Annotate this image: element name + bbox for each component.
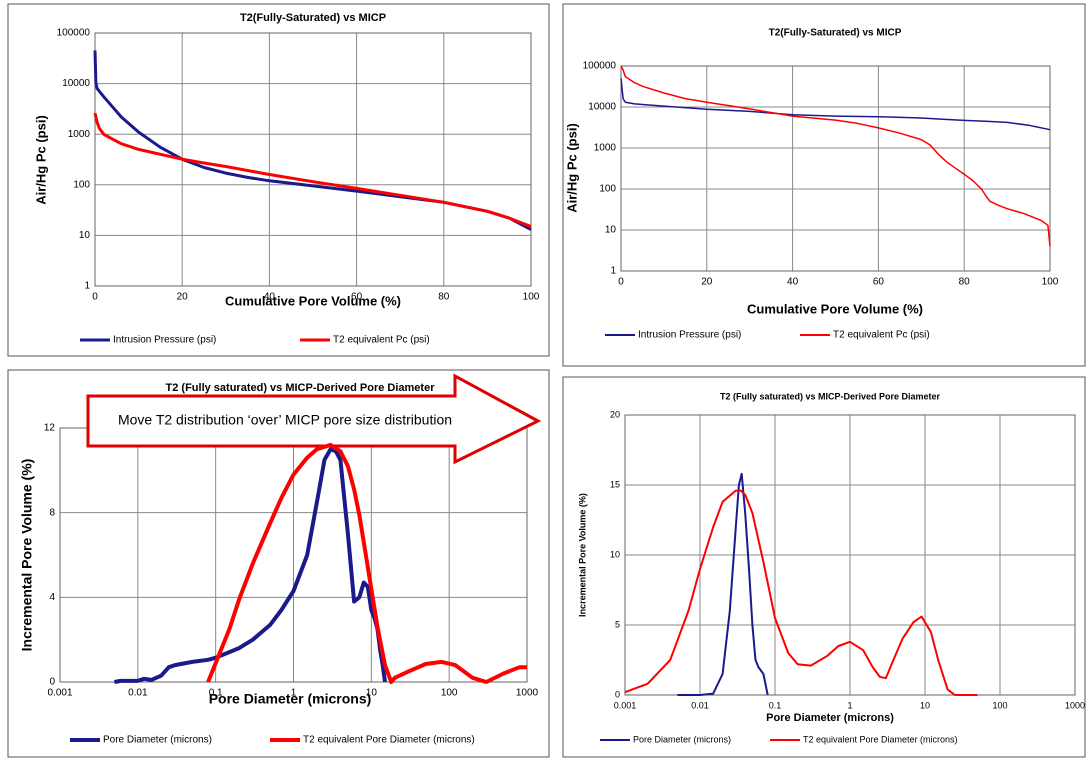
y-tick-label: 0 [615, 689, 620, 699]
x-tick-label: 1 [291, 688, 297, 699]
x-tick-label: 40 [264, 292, 276, 303]
x-axis-label: Pore Diameter (microns) [766, 712, 894, 724]
plot-frame [624, 414, 1076, 696]
x-tick-label: 0.01 [691, 700, 709, 710]
panel [562, 3, 1086, 367]
y-tick-label: 0 [49, 677, 55, 688]
y-tick-label: 1 [610, 266, 616, 277]
y-tick-label: 1 [84, 281, 90, 292]
x-tick-label: 0.1 [769, 700, 782, 710]
y-axis-label: Incremental Pore Volume (%) [577, 493, 587, 617]
y-tick-label: 15 [610, 479, 620, 489]
legend-label: Pore Diameter (microns) [633, 734, 731, 744]
y-axis-label: Air/Hg Pc (psi) [33, 115, 48, 205]
chart-title: T2 (Fully saturated) vs MICP-Derived Por… [166, 382, 436, 394]
x-axis-label: Cumulative Pore Volume (%) [747, 301, 923, 316]
x-tick-label: 0.1 [209, 688, 223, 699]
x-tick-label: 100 [523, 292, 540, 303]
y-tick-label: 10 [79, 230, 91, 241]
legend-label: Pore Diameter (microns) [103, 735, 212, 746]
x-axis-label: Cumulative Pore Volume (%) [225, 293, 401, 308]
chart-title: T2(Fully-Saturated) vs MICP [240, 12, 386, 24]
x-tick-label: 40 [787, 277, 799, 288]
x-tick-label: 80 [959, 277, 971, 288]
x-tick-label: 0.001 [47, 688, 72, 699]
annotation: Move T2 distribution ‘over’ MICP pore si… [118, 412, 452, 428]
x-tick-label: 1000 [516, 688, 539, 699]
y-tick-label: 10000 [62, 78, 90, 89]
y-tick-label: 100 [73, 179, 90, 190]
y-tick-label: 10000 [588, 102, 616, 113]
x-tick-label: 0 [618, 277, 624, 288]
y-tick-label: 12 [44, 423, 56, 434]
y-tick-label: 5 [615, 619, 620, 629]
x-tick-label: 10 [920, 700, 930, 710]
plot-frame [94, 32, 532, 287]
x-tick-label: 20 [701, 277, 713, 288]
legend-label: T2 equivalent Pc (psi) [833, 330, 930, 341]
series-line [620, 78, 1051, 131]
series-line [620, 65, 1051, 247]
y-axis-label: Incremental Pore Volume (%) [19, 459, 35, 652]
x-tick-label: 10 [366, 688, 378, 699]
y-tick-label: 100000 [57, 28, 91, 39]
x-tick-label: 100 [1042, 277, 1059, 288]
x-tick-label: 100 [992, 700, 1007, 710]
x-axis-label: Pore Diameter (microns) [209, 691, 372, 707]
series-line [624, 489, 978, 696]
x-tick-label: 0 [92, 292, 98, 303]
annotation-arrow [86, 373, 542, 465]
y-axis-label: Air/Hg Pc (psi) [564, 123, 579, 213]
y-tick-label: 10 [610, 549, 620, 559]
x-tick-label: 100 [441, 688, 458, 699]
x-tick-label: 0.01 [128, 688, 148, 699]
chart-title: T2 (Fully saturated) vs MICP-Derived Por… [720, 391, 941, 401]
legend-label: Intrusion Pressure (psi) [113, 335, 216, 346]
y-tick-label: 20 [610, 409, 620, 419]
x-tick-label: 1000 [1065, 700, 1085, 710]
x-tick-label: 60 [873, 277, 885, 288]
y-tick-label: 100 [599, 184, 616, 195]
x-tick-label: 60 [351, 292, 363, 303]
legend-label: T2 equivalent Pore Diameter (microns) [803, 734, 958, 744]
legend-label: T2 equivalent Pore Diameter (microns) [303, 735, 475, 746]
x-tick-label: 80 [438, 292, 450, 303]
y-tick-label: 4 [49, 592, 55, 603]
panel [7, 3, 550, 357]
x-tick-label: 0.001 [614, 700, 637, 710]
legend-label: T2 equivalent Pc (psi) [333, 335, 430, 346]
y-tick-label: 1000 [594, 143, 617, 154]
y-tick-label: 10 [605, 225, 617, 236]
x-tick-label: 20 [177, 292, 189, 303]
y-tick-label: 100000 [583, 61, 617, 72]
panel [562, 376, 1086, 758]
plot-frame [620, 65, 1051, 272]
series-line [206, 442, 527, 684]
series-line [93, 112, 532, 228]
x-tick-label: 1 [847, 700, 852, 710]
chart-title: T2(Fully-Saturated) vs MICP [769, 28, 902, 39]
series-line [677, 472, 769, 696]
series-line [114, 447, 387, 684]
y-tick-label: 1000 [68, 129, 91, 140]
y-tick-label: 8 [49, 507, 55, 518]
legend-label: Intrusion Pressure (psi) [638, 330, 741, 341]
